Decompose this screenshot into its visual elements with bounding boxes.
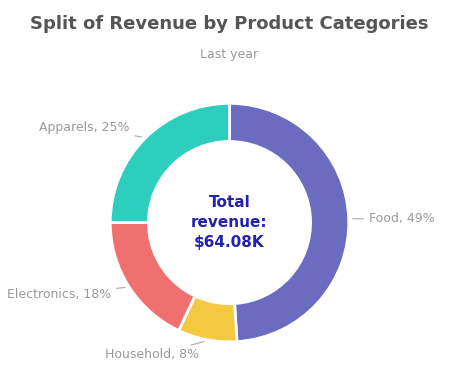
- Wedge shape: [110, 104, 230, 223]
- Text: Total: Total: [209, 195, 250, 210]
- Wedge shape: [110, 223, 195, 331]
- Text: Food, 49%: Food, 49%: [353, 212, 435, 225]
- Text: Electronics, 18%: Electronics, 18%: [7, 288, 125, 301]
- Text: Household, 8%: Household, 8%: [106, 342, 204, 361]
- Wedge shape: [179, 296, 237, 342]
- Text: $64.08K: $64.08K: [194, 235, 265, 250]
- Text: Last year: Last year: [201, 48, 258, 61]
- Text: Split of Revenue by Product Categories: Split of Revenue by Product Categories: [30, 15, 429, 33]
- Wedge shape: [230, 104, 349, 342]
- Text: revenue:: revenue:: [191, 215, 268, 230]
- Text: Apparels, 25%: Apparels, 25%: [39, 121, 141, 137]
